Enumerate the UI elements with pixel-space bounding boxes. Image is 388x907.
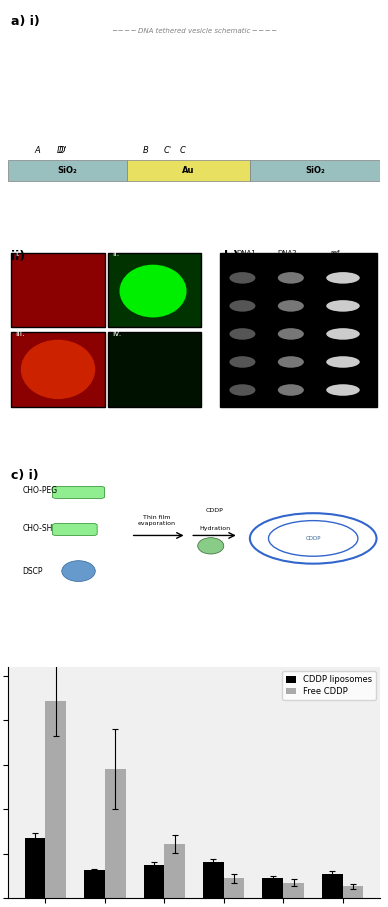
Text: b): b): [224, 249, 239, 263]
Text: CHO-PEG: CHO-PEG: [23, 486, 58, 495]
Text: ─ ─ ─ ─ DNA tethered vesicle schematic ─ ─ ─ ─: ─ ─ ─ ─ DNA tethered vesicle schematic ─…: [112, 28, 276, 34]
Text: D: D: [57, 146, 63, 155]
Circle shape: [229, 385, 255, 395]
Text: c) i): c) i): [12, 469, 39, 482]
Text: CDDP: CDDP: [305, 536, 321, 541]
FancyBboxPatch shape: [8, 160, 127, 181]
Text: Au: Au: [182, 166, 195, 175]
Ellipse shape: [326, 356, 360, 367]
Text: ii.: ii.: [112, 249, 120, 258]
Bar: [224, 878, 244, 898]
Text: CHO-SH: CHO-SH: [23, 523, 53, 532]
Circle shape: [229, 272, 255, 284]
Ellipse shape: [326, 328, 360, 340]
Legend: CDDP liposomes, Free CDDP: CDDP liposomes, Free CDDP: [282, 671, 376, 700]
Ellipse shape: [198, 538, 224, 554]
Text: ii): ii): [12, 249, 26, 263]
Bar: [144, 865, 164, 898]
Circle shape: [278, 300, 304, 312]
Bar: [262, 878, 283, 898]
Text: DNA1: DNA1: [236, 249, 256, 256]
Bar: [25, 837, 45, 898]
Circle shape: [250, 513, 376, 563]
Bar: [203, 863, 224, 898]
FancyBboxPatch shape: [52, 523, 97, 535]
FancyBboxPatch shape: [250, 160, 380, 181]
Text: Thin film
evaporation: Thin film evaporation: [138, 515, 176, 526]
Text: iv.: iv.: [112, 328, 121, 337]
FancyBboxPatch shape: [220, 253, 376, 406]
Bar: [343, 886, 363, 898]
Bar: [45, 701, 66, 898]
Text: ref: ref: [331, 249, 340, 256]
Circle shape: [229, 356, 255, 367]
FancyBboxPatch shape: [52, 486, 105, 498]
Circle shape: [278, 328, 304, 340]
Text: SiO₂: SiO₂: [57, 166, 77, 175]
Text: D': D': [59, 146, 68, 155]
FancyBboxPatch shape: [108, 332, 201, 406]
Text: A: A: [35, 146, 40, 155]
Bar: [283, 883, 304, 898]
Ellipse shape: [326, 300, 360, 312]
Text: B: B: [143, 146, 149, 155]
Text: C: C: [180, 146, 186, 155]
Bar: [84, 871, 105, 898]
Ellipse shape: [21, 340, 95, 399]
Text: SiO₂: SiO₂: [305, 166, 325, 175]
Text: DNA2: DNA2: [277, 249, 297, 256]
Ellipse shape: [120, 265, 187, 317]
FancyBboxPatch shape: [108, 253, 201, 327]
Text: Hydration: Hydration: [199, 525, 230, 531]
Text: i.: i.: [15, 249, 20, 258]
Bar: [164, 844, 185, 898]
Text: CDDP: CDDP: [206, 508, 223, 512]
Circle shape: [268, 521, 358, 556]
Ellipse shape: [62, 561, 95, 581]
FancyBboxPatch shape: [12, 332, 105, 406]
Text: C': C': [164, 146, 172, 155]
Circle shape: [278, 356, 304, 367]
Text: a) i): a) i): [12, 15, 40, 27]
Text: DSCP: DSCP: [23, 567, 43, 576]
FancyBboxPatch shape: [12, 253, 105, 327]
Circle shape: [229, 300, 255, 312]
Circle shape: [278, 272, 304, 284]
Bar: [105, 769, 126, 898]
Bar: [322, 874, 343, 898]
Ellipse shape: [326, 272, 360, 284]
Circle shape: [229, 328, 255, 340]
Ellipse shape: [326, 385, 360, 395]
Text: iii.: iii.: [15, 328, 25, 337]
Circle shape: [278, 385, 304, 395]
FancyBboxPatch shape: [127, 160, 250, 181]
